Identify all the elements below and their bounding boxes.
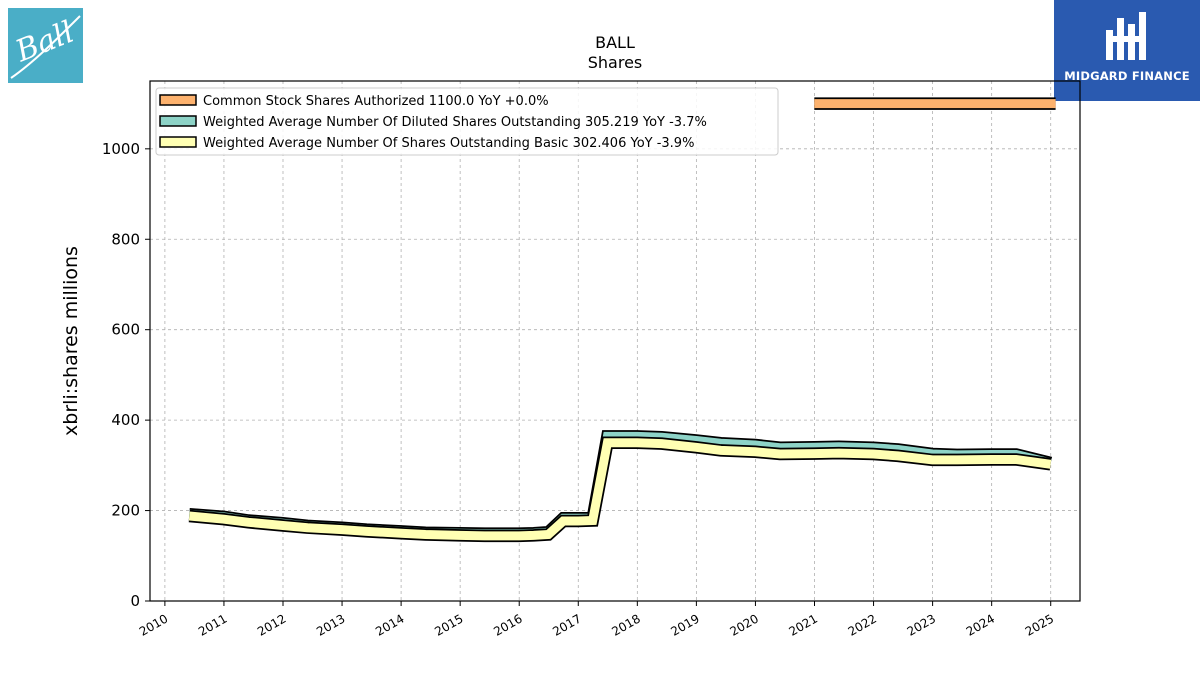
series-2 xyxy=(188,436,1052,543)
x-tick-label: 2024 xyxy=(964,611,997,638)
series-1 xyxy=(188,430,1053,540)
y-tick-label: 1000 xyxy=(102,140,140,158)
ball-logo: Ball xyxy=(8,8,83,83)
x-tick-label: 2023 xyxy=(905,611,938,638)
chart-subtitle: Shares xyxy=(588,53,643,72)
x-tick-label: 2017 xyxy=(550,611,583,638)
legend: Common Stock Shares Authorized 1100.0 Yo… xyxy=(155,87,779,156)
y-tick-label: 600 xyxy=(111,321,140,339)
x-tick-label: 2013 xyxy=(314,611,347,638)
legend-label-2: Weighted Average Number Of Shares Outsta… xyxy=(203,136,694,151)
x-tick-label: 2010 xyxy=(137,611,170,638)
chart-title: BALL xyxy=(595,33,635,52)
plot-frame xyxy=(149,80,1081,602)
legend-label-0: Common Stock Shares Authorized 1100.0 Yo… xyxy=(203,94,549,109)
x-tick-label: 2019 xyxy=(668,611,701,638)
x-tick-label: 2021 xyxy=(787,611,820,638)
x-tick-label: 2020 xyxy=(727,611,760,638)
legend-box xyxy=(155,87,779,156)
y-tick-label: 0 xyxy=(130,592,140,610)
legend-label-1: Weighted Average Number Of Diluted Share… xyxy=(203,115,707,130)
x-tick-label: 2025 xyxy=(1023,611,1056,638)
legend-swatch-2 xyxy=(159,136,197,148)
midgard-logo-mark xyxy=(1106,12,1146,60)
midgard-finance-name: MIDGARD FINANCE xyxy=(1064,69,1190,83)
x-tick-label: 2014 xyxy=(373,611,406,638)
x-tick-label: 2012 xyxy=(255,611,288,638)
legend-swatch-0 xyxy=(159,94,197,106)
series-line-1 xyxy=(188,431,1052,539)
x-tick-label: 2015 xyxy=(432,611,465,638)
ball-logo-mark: Ball xyxy=(10,15,81,79)
y-tick-label: 400 xyxy=(111,411,140,429)
y-tick-label: 800 xyxy=(111,230,140,248)
midgard-finance-logo: MIDGARD FINANCE xyxy=(1054,0,1200,101)
y-axis-label: xbrli:shares millions xyxy=(60,246,82,436)
legend-swatch-1 xyxy=(159,115,197,127)
x-tick-label: 2018 xyxy=(609,611,642,638)
x-tick-label: 2016 xyxy=(491,611,524,638)
x-tick-label: 2011 xyxy=(196,611,229,638)
series-line-2 xyxy=(188,438,1052,541)
x-tick-label: 2022 xyxy=(846,611,879,638)
y-tick-label: 200 xyxy=(111,502,140,520)
